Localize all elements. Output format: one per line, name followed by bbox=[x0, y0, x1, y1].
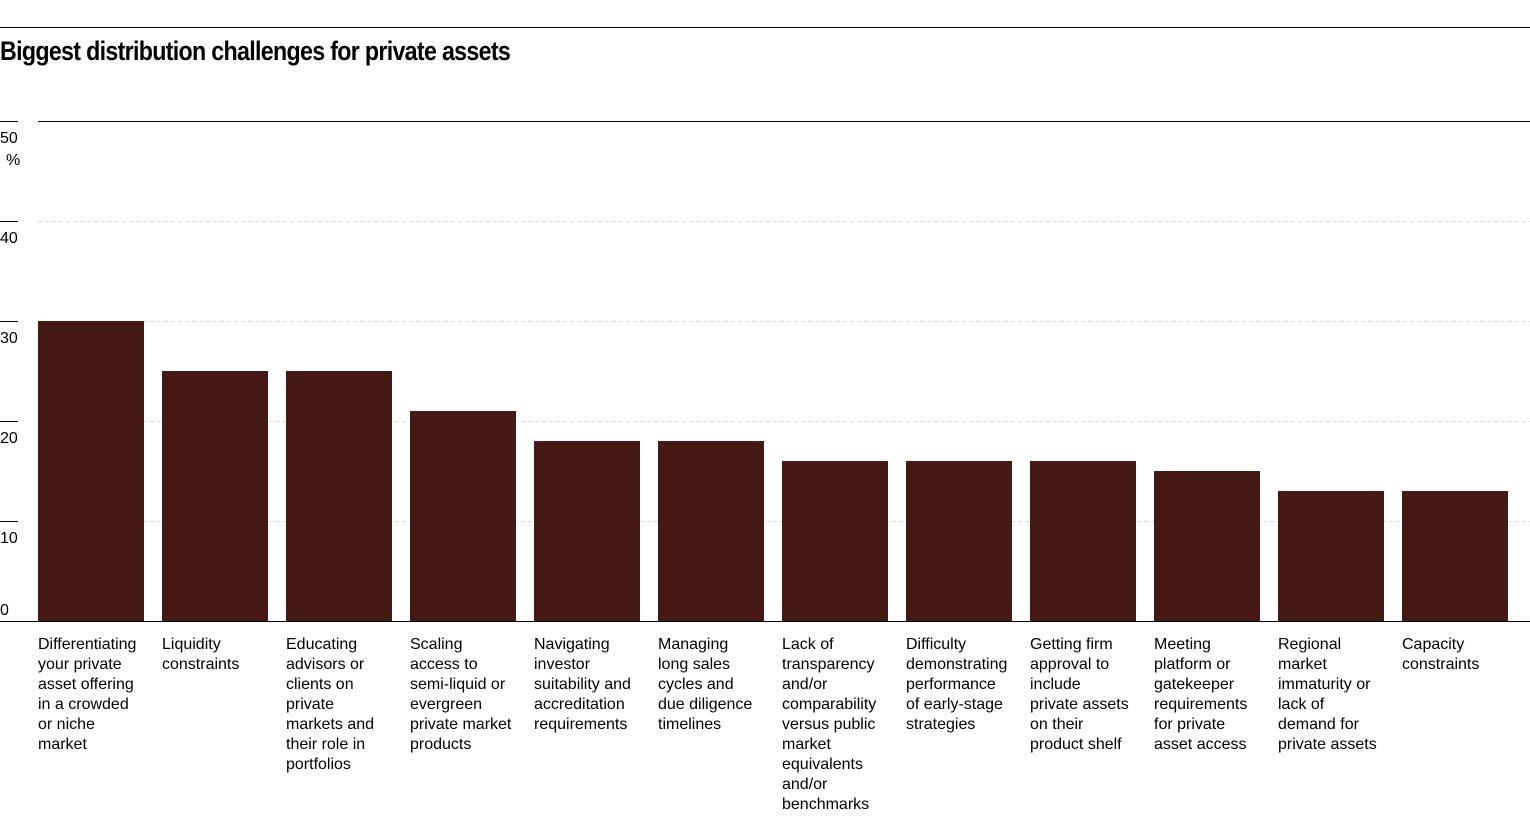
bar bbox=[906, 461, 1012, 621]
y-tick-label: 30 bbox=[0, 330, 18, 347]
bar bbox=[410, 411, 516, 621]
bar bbox=[1154, 471, 1260, 621]
bar bbox=[534, 441, 640, 621]
category-labels: Differentiating your private asset offerin… bbox=[38, 636, 1479, 813]
y-tick-label: 0 bbox=[0, 602, 9, 619]
category-label: Capacity constraints bbox=[1402, 636, 1479, 673]
bar bbox=[658, 441, 764, 621]
bar bbox=[1402, 491, 1508, 621]
category-label: Scaling access to semi-liquid or evergreen p… bbox=[410, 636, 512, 753]
category-label: Difficulty demonstrating performance of ear… bbox=[906, 636, 1007, 733]
category-label: Lack of transparency and/or comparability ve… bbox=[782, 636, 876, 813]
y-tick-label: 10 bbox=[0, 530, 18, 547]
y-tick-label: 20 bbox=[0, 430, 18, 447]
y-unit-label: % bbox=[6, 152, 20, 169]
category-label: Educating advisors or clients on private mar… bbox=[286, 636, 374, 773]
category-label: Meeting platform or gatekeeper requirements… bbox=[1154, 636, 1247, 753]
bar bbox=[782, 461, 888, 621]
bar bbox=[38, 321, 144, 621]
y-tick-label: 50 bbox=[0, 130, 18, 147]
top-rule bbox=[0, 27, 1530, 28]
bar bbox=[1030, 461, 1136, 621]
y-tick-label: 40 bbox=[0, 230, 18, 247]
category-label: Liquidity constraints bbox=[162, 636, 239, 673]
bar bbox=[162, 371, 268, 621]
bar bbox=[1278, 491, 1384, 621]
category-label: Managing long sales cycles and due diligenc… bbox=[658, 636, 752, 733]
bars bbox=[38, 321, 1508, 621]
chart-title: Biggest distribution challenges for priv… bbox=[0, 36, 511, 66]
category-label: Navigating investor suitability and accredi… bbox=[534, 636, 631, 733]
category-label: Regional market immaturity or lack of demand… bbox=[1278, 636, 1377, 753]
category-label: Getting firm approval to include private as… bbox=[1030, 636, 1129, 753]
category-label: Differentiating your private asset offerin… bbox=[38, 636, 136, 753]
bar bbox=[286, 371, 392, 621]
y-axis: 0 10 20 30 40 50% bbox=[0, 121, 1530, 622]
